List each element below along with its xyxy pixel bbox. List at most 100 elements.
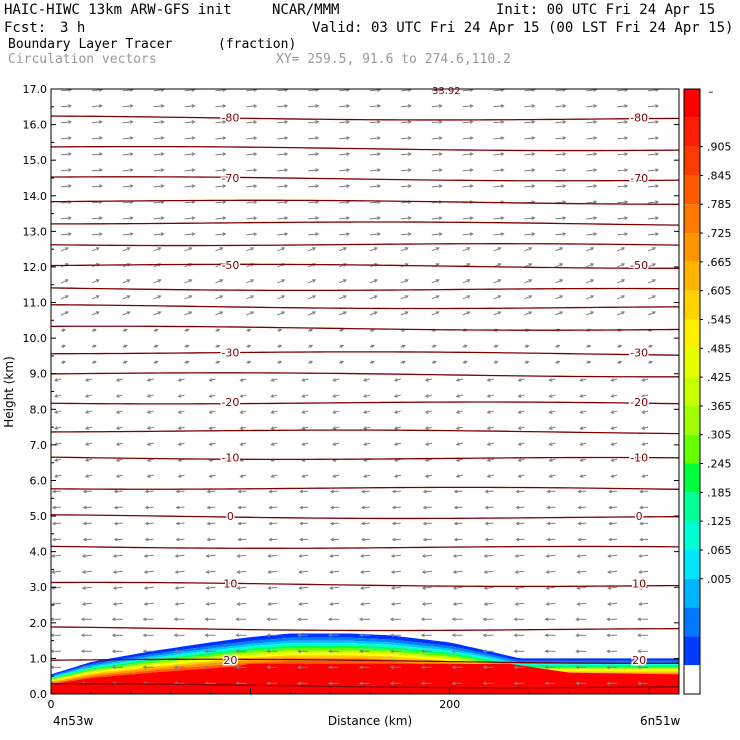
vector-arrow: [391, 570, 401, 573]
vector-arrow: [485, 538, 494, 541]
vector-head: [517, 474, 522, 478]
vector-arrow: [400, 295, 409, 300]
vector-head: [129, 152, 134, 156]
vector-head: [84, 474, 89, 478]
vector-head: [297, 665, 302, 670]
vector-arrow: [547, 538, 556, 541]
colorbar-swatch: [684, 261, 700, 291]
vector-head: [528, 263, 533, 267]
vector-arrow: [616, 295, 625, 300]
vector-arrow: [52, 522, 61, 525]
colorbar-swatch: [684, 117, 700, 147]
vector-arrow: [215, 121, 226, 124]
vector-head: [513, 617, 518, 622]
vector-head: [174, 570, 179, 574]
vector-arrow: [339, 185, 350, 188]
vector-head: [494, 344, 499, 349]
colorbar-label: .485: [707, 342, 732, 355]
vector-arrow: [485, 490, 494, 493]
vector-arrow: [586, 279, 594, 284]
vector-head: [513, 681, 518, 686]
vector-head: [219, 311, 224, 315]
vector-arrow: [153, 153, 164, 156]
vector-head: [624, 200, 629, 204]
vector-head: [297, 649, 302, 654]
colorbar-swatch: [684, 348, 700, 378]
vector-head: [237, 489, 242, 494]
vector-head: [391, 489, 396, 494]
vector-arrow: [524, 263, 532, 268]
vector-head: [455, 442, 460, 446]
vector-arrow: [360, 586, 371, 589]
vector-head: [253, 168, 258, 172]
vector-head: [652, 263, 657, 267]
vector-head: [655, 216, 660, 221]
vector-head: [435, 279, 440, 283]
vector-arrow: [616, 247, 625, 252]
vector-head: [343, 279, 348, 283]
vector-arrow: [237, 554, 247, 557]
vector-head: [253, 104, 258, 108]
vector-head: [637, 633, 641, 638]
vector-head: [235, 681, 240, 686]
colorbar-swatch: [684, 175, 700, 205]
vector-head: [514, 602, 519, 606]
vector-head: [126, 295, 131, 299]
vector-head: [332, 378, 337, 382]
vector-arrow: [215, 89, 226, 92]
vector-arrow: [269, 506, 278, 509]
y-axis: 0.0 1.0 2.0 3.0 4.0 5.0 6.0 7.0 8.0 9.0 10.0 11.0 12…: [23, 83, 679, 701]
vector-arrow: [369, 153, 381, 156]
vector-arrow: [308, 233, 319, 236]
vector-head: [173, 633, 178, 638]
vector-head: [463, 360, 468, 365]
vector-head: [528, 279, 533, 283]
vector-arrow: [237, 586, 247, 589]
vector-head: [205, 570, 210, 574]
vector-head: [497, 247, 502, 251]
colorbar-label: .725: [707, 227, 732, 240]
colorbar-swatch: [684, 578, 700, 608]
vector-head: [111, 617, 116, 622]
contour-label: 10: [223, 578, 237, 591]
vector-head: [144, 489, 149, 494]
vector-head: [98, 152, 103, 156]
vector-arrow: [269, 522, 278, 525]
isotherm-line: [51, 545, 679, 549]
vector-head: [421, 554, 426, 558]
vector-head: [407, 216, 412, 221]
vector-head: [587, 344, 592, 349]
vector-head: [64, 295, 69, 299]
vector-arrow: [586, 153, 597, 156]
vector-head: [216, 360, 221, 365]
vector-arrow: [369, 169, 381, 172]
vector-head: [545, 602, 550, 606]
vector-head: [544, 617, 549, 622]
colorbar-label: .125: [707, 515, 732, 528]
vector-head: [143, 586, 148, 590]
vector-head: [548, 442, 553, 446]
contour-label: 0: [636, 510, 643, 523]
contour-max-label: 33.92: [432, 86, 461, 97]
vector-arrow: [246, 311, 254, 316]
vector-head: [281, 311, 286, 315]
tracer-band: [51, 660, 679, 685]
vector-arrow: [400, 153, 411, 156]
colorbar-swatch: [684, 377, 700, 406]
vector-arrow: [400, 121, 411, 124]
vector-arrow: [176, 538, 185, 541]
vector-head: [393, 394, 398, 398]
vector-arrow: [277, 153, 288, 156]
vector-head: [391, 505, 396, 510]
vector-arrow: [52, 538, 61, 541]
vector-head: [451, 681, 456, 686]
vector-head: [579, 426, 584, 430]
vector-arrow: [369, 121, 381, 124]
vector-head: [556, 344, 561, 349]
vector-head: [284, 152, 289, 156]
vector-head: [237, 537, 242, 542]
vector-head: [309, 328, 314, 333]
vector-head: [191, 232, 196, 237]
vector-head: [610, 458, 615, 462]
vector-arrow: [400, 169, 411, 172]
